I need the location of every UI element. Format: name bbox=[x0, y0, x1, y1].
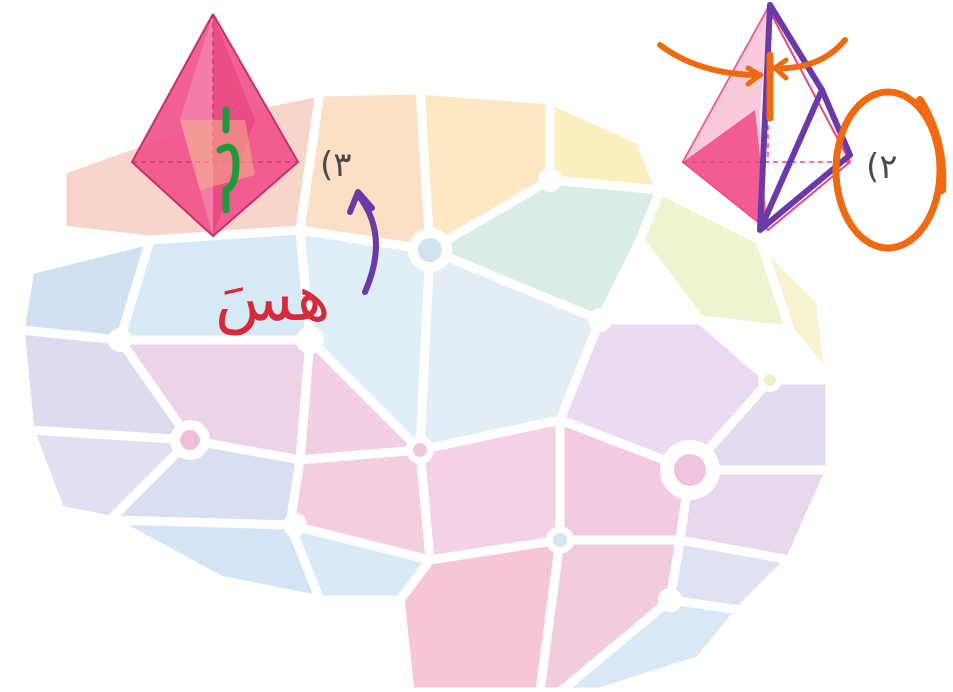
purple-arrow bbox=[355, 192, 379, 295]
brain-nodes bbox=[108, 168, 782, 612]
figure-label-2: (٢ bbox=[866, 147, 898, 187]
pyramid-left: ق bbox=[130, 13, 300, 238]
figure-label-3: (٣ bbox=[320, 145, 352, 185]
pyramid-right bbox=[657, 2, 853, 233]
red-handwritten-word: هسَ bbox=[215, 262, 330, 336]
